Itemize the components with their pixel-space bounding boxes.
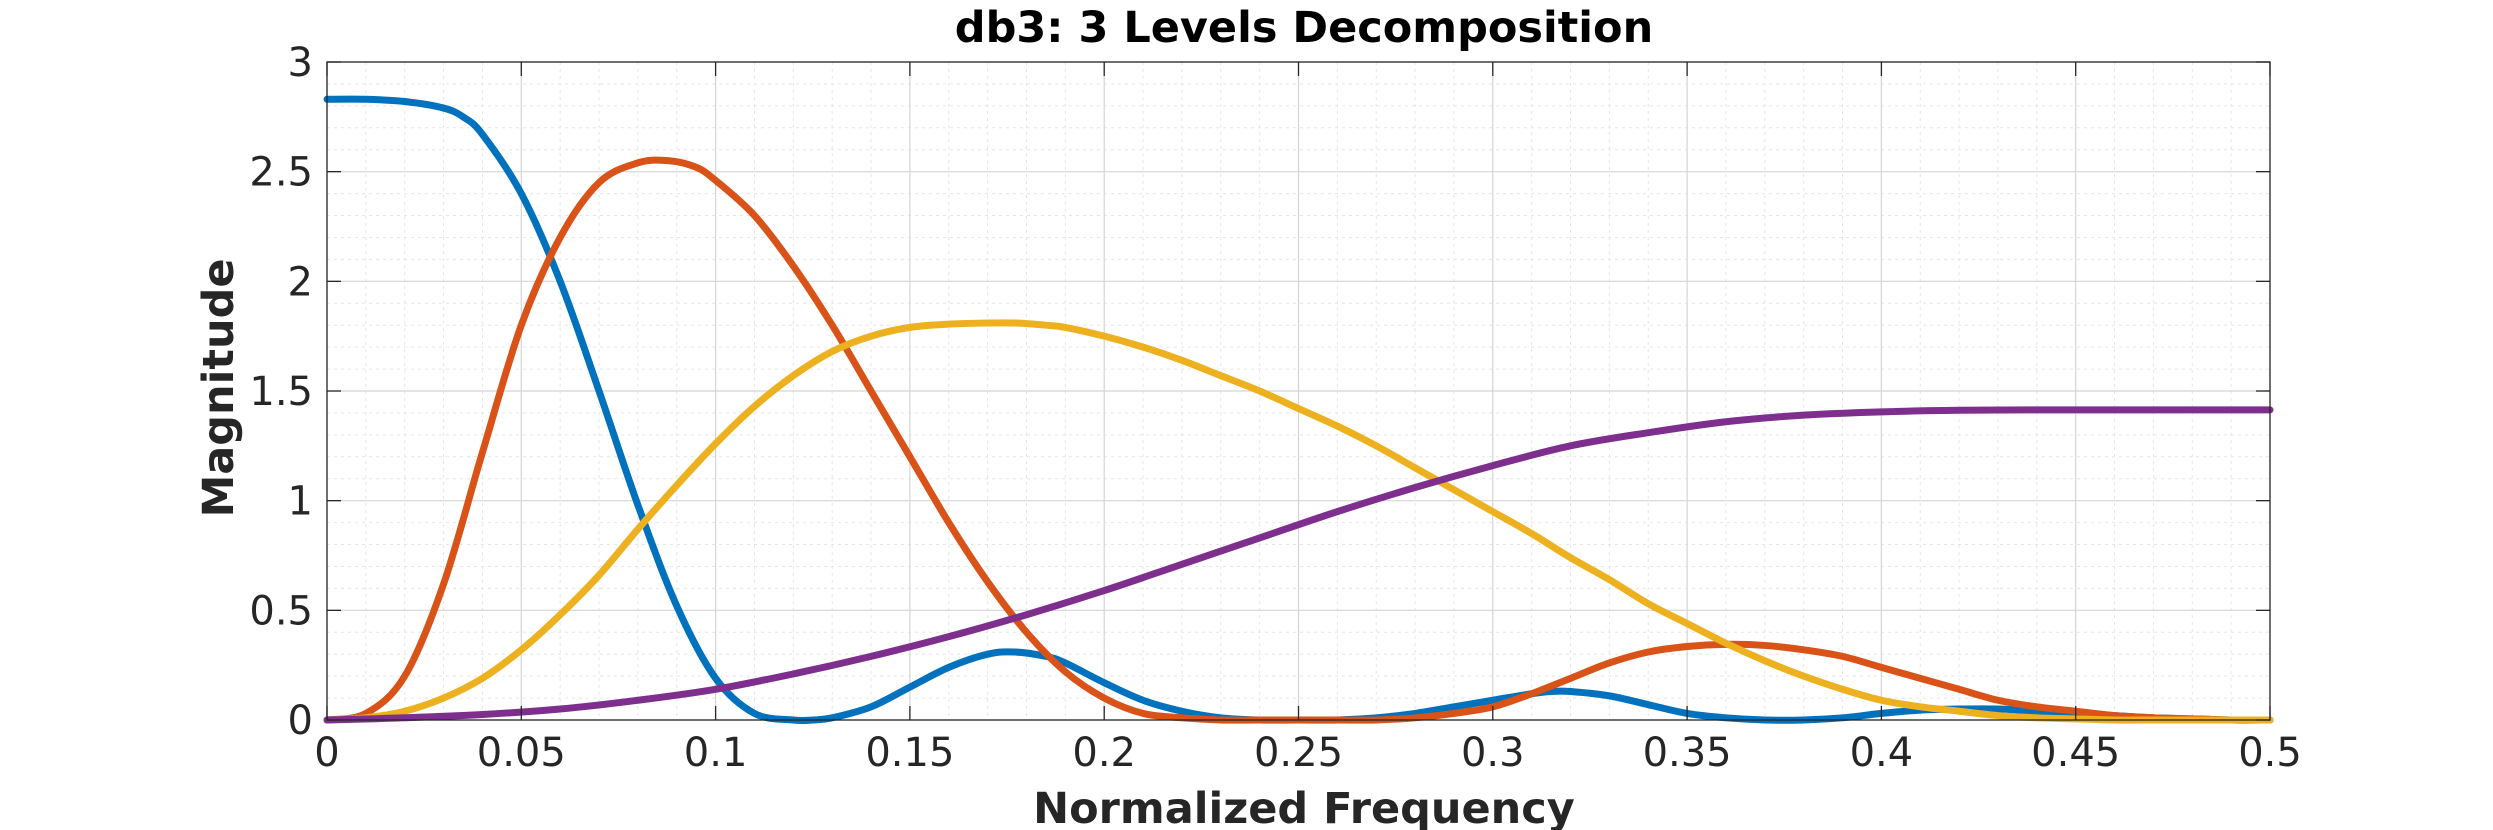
x-tick-label: 0.1	[684, 730, 748, 776]
y-tick-label: 2	[288, 259, 313, 305]
x-tick-label: 0.05	[477, 730, 566, 776]
chart-title: db3: 3 Levels Decomposition	[955, 3, 1653, 53]
y-tick-label: 3	[288, 40, 313, 86]
series-line-3	[323, 319, 2274, 724]
plot-area	[323, 61, 2274, 725]
y-tick-label: 0.5	[249, 588, 313, 634]
y-tick-labels: 0 0.5 1 1.5 2 2.5 3	[249, 40, 313, 744]
x-tick-label: 0.4	[1850, 730, 1914, 776]
y-tick-label: 1	[288, 479, 313, 525]
y-tick-label: 0	[288, 698, 313, 744]
y-tick-label: 2.5	[249, 150, 313, 196]
x-tick-label: 0.3	[1461, 730, 1525, 776]
y-axis-label: Magnitude	[194, 258, 244, 517]
x-tick-label: 0.15	[865, 730, 954, 776]
x-tick-label: 0.45	[2031, 730, 2120, 776]
y-tick-label: 1.5	[249, 369, 313, 415]
x-axis-label: Normalized Frequency	[1033, 784, 1575, 830]
x-tick-label: 0.2	[1072, 730, 1136, 776]
x-tick-label: 0.5	[2238, 730, 2302, 776]
series-line-4	[323, 406, 2274, 724]
x-tick-label: 0	[314, 730, 339, 776]
x-tick-labels: 0 0.05 0.1 0.15 0.2 0.25 0.3 0.35 0.4 0.45 0.5	[314, 730, 2302, 776]
axis-ticks	[326, 61, 2271, 721]
x-tick-label: 0.25	[1254, 730, 1343, 776]
x-tick-label: 0.35	[1643, 730, 1732, 776]
